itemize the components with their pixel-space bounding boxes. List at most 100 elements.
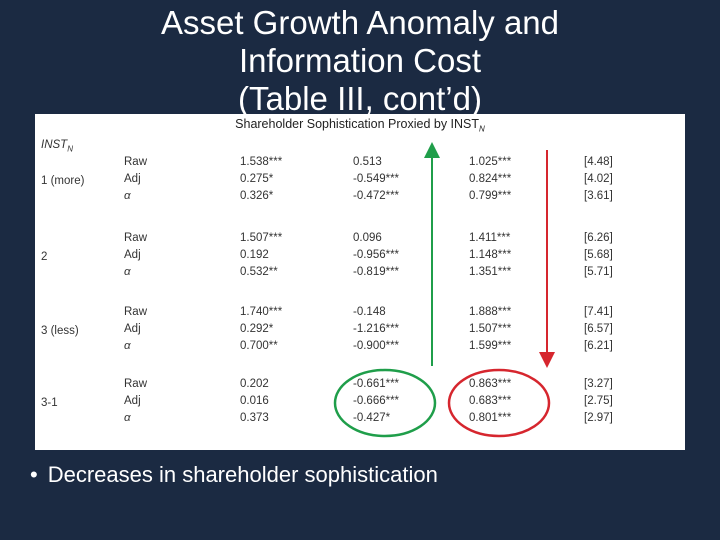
col-3-value: 1.888*** [469, 306, 512, 318]
col-3-value-cell: 1.411*** 1.148*** 1.351*** [469, 230, 511, 281]
col-4-tstat: [6.57] [584, 323, 613, 335]
col-1-value: 0.016 [240, 395, 269, 407]
table-row: 3 (less) Raw Adj α 1.740*** 0.292* 0.700** -0.1… [35, 304, 685, 360]
return-type: Raw [124, 378, 148, 390]
group-label-subscript: N [67, 144, 73, 154]
col-3-value: 0.799*** [469, 190, 512, 202]
col-4-tstat: [7.41] [584, 306, 613, 318]
col-1-value-cell: 1.740*** 0.292* 0.700** [240, 304, 282, 355]
table-caption: Shareholder Sophistication Proxied by IN… [35, 117, 685, 134]
bullet-text: Decreases in shareholder sophistication [47, 462, 438, 487]
row-label: 2 [41, 251, 48, 263]
col-4-tstat-cell: [3.27] [2.75] [2.97] [584, 376, 613, 427]
slide-title: Asset Growth Anomaly and Information Cos… [60, 4, 660, 118]
col-1-value: 0.373 [240, 412, 269, 424]
return-type: Adj [124, 249, 141, 261]
title-line-2: Information Cost [238, 42, 482, 79]
return-type: Raw [124, 232, 148, 244]
col-2-value: -0.819*** [353, 266, 400, 278]
col-4-tstat: [5.71] [584, 266, 613, 278]
caption-text: Shareholder Sophistication Proxied by IN… [235, 117, 480, 131]
col-2-value: -0.956*** [353, 249, 400, 261]
row-label: 3 (less) [41, 325, 79, 337]
col-2-value-cell: 0.513 -0.549*** -0.472*** [353, 154, 399, 205]
col-2-value: 0.096 [353, 232, 382, 244]
col-1-value-cell: 0.202 0.016 0.373 [240, 376, 269, 427]
col-2-value: -0.661*** [353, 378, 400, 390]
col-1-value: 0.292* [240, 323, 274, 335]
table-row: 2 Raw Adj α 1.507*** 0.192 0.532** 0.096 -0.956*… [35, 230, 685, 286]
col-2-value: -1.216*** [353, 323, 400, 335]
col-4-tstat: [3.61] [584, 190, 613, 202]
return-type: Raw [124, 306, 148, 318]
col-4-tstat: [2.97] [584, 412, 613, 424]
return-type: Adj [124, 395, 141, 407]
return-type-cell: Raw Adj α [124, 376, 147, 427]
col-3-value: 0.824*** [469, 173, 512, 185]
col-3-value-cell: 1.888*** 1.507*** 1.599*** [469, 304, 511, 355]
table-row: 1 (more) Raw Adj α 1.538*** 0.275* 0.326* 0.513… [35, 154, 685, 210]
col-2-value: 0.513 [353, 156, 382, 168]
bullet-point: • Decreases in shareholder sophistication [30, 462, 438, 488]
col-2-value: -0.472*** [353, 190, 400, 202]
col-3-value: 1.351*** [469, 266, 512, 278]
col-3-value: 0.863*** [469, 378, 512, 390]
col-4-tstat-cell: [6.26] [5.68] [5.71] [584, 230, 613, 281]
col-1-value: 0.192 [240, 249, 269, 261]
col-4-tstat: [5.68] [584, 249, 613, 261]
return-type: α [124, 190, 131, 202]
col-2-value-cell: -0.148 -1.216*** -0.900*** [353, 304, 399, 355]
col-2-value: -0.549*** [353, 173, 400, 185]
col-1-value: 0.700** [240, 340, 278, 352]
col-1-value: 0.202 [240, 378, 269, 390]
col-3-value: 0.801*** [469, 412, 512, 424]
col-1-value: 1.507*** [240, 232, 283, 244]
col-3-value: 1.411*** [469, 232, 511, 244]
return-type: Raw [124, 156, 148, 168]
col-4-tstat: [6.21] [584, 340, 613, 352]
col-3-value-cell: 0.863*** 0.683*** 0.801*** [469, 376, 511, 427]
col-2-value-cell: -0.661*** -0.666*** -0.427* [353, 376, 399, 427]
caption-subscript: N [479, 124, 485, 134]
col-1-value: 1.538*** [240, 156, 283, 168]
col-4-tstat: [4.48] [584, 156, 613, 168]
row-label: 1 (more) [41, 175, 85, 187]
col-2-value-cell: 0.096 -0.956*** -0.819*** [353, 230, 399, 281]
col-3-value: 0.683*** [469, 395, 512, 407]
col-1-value: 1.740*** [240, 306, 283, 318]
col-1-value: 0.326* [240, 190, 274, 202]
return-type: α [124, 340, 131, 352]
col-2-value: -0.148 [353, 306, 386, 318]
col-2-value: -0.427* [353, 412, 391, 424]
col-2-value: -0.666*** [353, 395, 400, 407]
col-1-value-cell: 1.538*** 0.275* 0.326* [240, 154, 282, 205]
return-type-cell: Raw Adj α [124, 154, 147, 205]
table-row: 3-1 Raw Adj α 0.202 0.016 0.373 -0.661*** -0.666… [35, 376, 685, 432]
col-3-value: 1.025*** [469, 156, 512, 168]
results-table: Shareholder Sophistication Proxied by IN… [35, 114, 685, 450]
col-3-value: 1.507*** [469, 323, 512, 335]
col-4-tstat: [6.26] [584, 232, 613, 244]
return-type: Adj [124, 173, 141, 185]
return-type: Adj [124, 323, 141, 335]
title-line-3: (Table III, cont’d) [238, 80, 482, 117]
return-type-cell: Raw Adj α [124, 230, 147, 281]
bullet-symbol: • [30, 462, 38, 487]
col-4-tstat: [2.75] [584, 395, 613, 407]
col-1-value: 0.532** [240, 266, 278, 278]
title-line-1: Asset Growth Anomaly and [160, 4, 560, 41]
col-4-tstat-cell: [4.48] [4.02] [3.61] [584, 154, 613, 205]
col-3-value-cell: 1.025*** 0.824*** 0.799*** [469, 154, 511, 205]
col-4-tstat: [4.02] [584, 173, 613, 185]
return-type: α [124, 266, 131, 278]
group-label: INSTN [41, 139, 73, 153]
col-3-value: 1.599*** [469, 340, 512, 352]
col-4-tstat: [3.27] [584, 378, 613, 390]
group-label-text: INST [41, 139, 68, 151]
col-4-tstat-cell: [7.41] [6.57] [6.21] [584, 304, 613, 355]
col-1-value-cell: 1.507*** 0.192 0.532** [240, 230, 282, 281]
return-type-cell: Raw Adj α [124, 304, 147, 355]
return-type: α [124, 412, 131, 424]
col-1-value: 0.275* [240, 173, 274, 185]
col-3-value: 1.148*** [469, 249, 512, 261]
